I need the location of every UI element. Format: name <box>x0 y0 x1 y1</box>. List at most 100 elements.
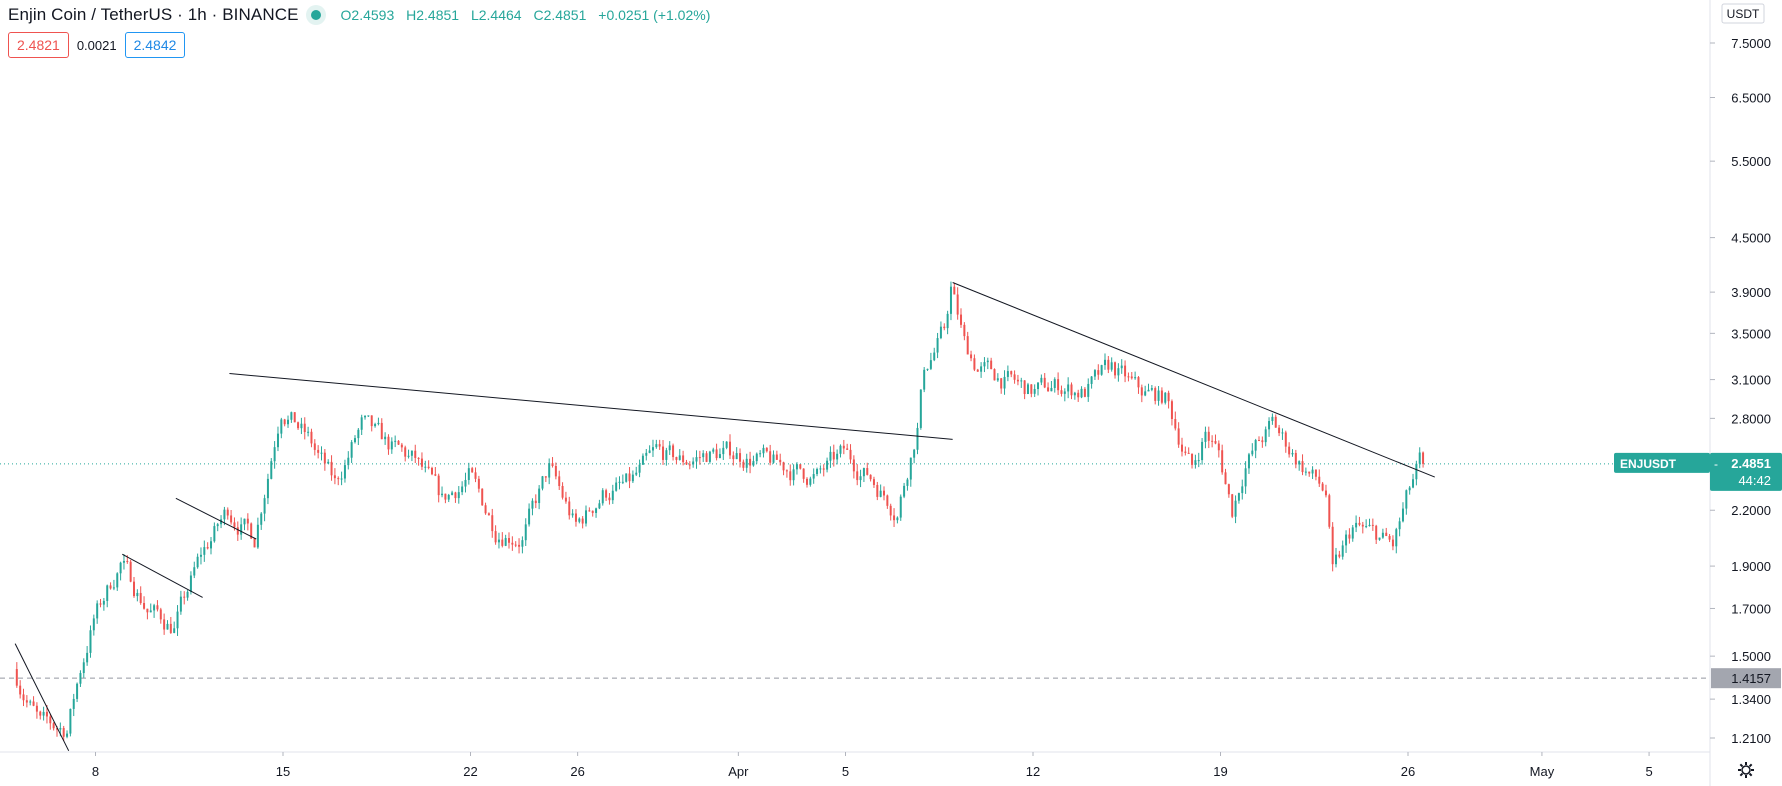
candle-body <box>367 415 370 417</box>
candle-body <box>521 540 524 547</box>
candle-body <box>206 547 209 549</box>
candle-body <box>1385 532 1388 537</box>
candle-body <box>420 458 423 467</box>
candle-body <box>39 711 42 716</box>
y-tick-label: 1.3400 <box>1731 692 1771 707</box>
ohlc-change: +0.0251 (+1.02%) <box>598 7 711 23</box>
candle-body <box>692 461 695 465</box>
sell-button[interactable]: 2.4821 <box>8 32 69 58</box>
candle-body <box>1103 359 1106 366</box>
candle-body <box>541 476 544 489</box>
candles <box>15 281 1425 742</box>
buy-button[interactable]: 2.4842 <box>124 32 186 58</box>
candle-body <box>799 464 802 469</box>
candle-body <box>1298 461 1301 465</box>
candle-body <box>1070 384 1073 396</box>
candle-body <box>467 468 470 480</box>
candle-body <box>1291 452 1294 455</box>
candle-body <box>1134 377 1137 379</box>
candle-body <box>929 360 932 369</box>
candle-body <box>49 716 52 724</box>
candle-body <box>728 441 731 456</box>
candle-body <box>1405 490 1408 509</box>
candle-body <box>397 440 400 445</box>
candle-body <box>143 602 146 609</box>
trendline <box>14 643 70 752</box>
candle-body <box>645 452 648 456</box>
candle-body <box>1274 416 1277 428</box>
candle-body <box>755 453 758 462</box>
candle-body <box>1127 376 1130 378</box>
candle-body <box>1388 536 1391 540</box>
candle-body <box>1311 469 1314 474</box>
trendline <box>952 282 1435 478</box>
candle-body <box>15 669 18 686</box>
candle-body <box>179 596 182 612</box>
candle-body <box>487 513 490 516</box>
candle-body <box>126 560 129 562</box>
ohlc-close: C2.4851 <box>533 7 587 23</box>
candle-body <box>581 518 584 524</box>
candle-body <box>287 419 290 425</box>
candle-body <box>333 475 336 479</box>
candle-body <box>678 455 681 460</box>
candle-body <box>1281 432 1284 434</box>
candle-body <box>122 560 125 563</box>
y-tick-label: 3.1000 <box>1731 373 1771 388</box>
candle-body <box>524 524 527 541</box>
candle-body <box>695 457 698 462</box>
candle-body <box>437 475 440 496</box>
candle-body <box>856 471 859 481</box>
candle-body <box>983 362 986 367</box>
y-tick-label: 6.5000 <box>1731 91 1771 106</box>
candle-body <box>159 609 162 620</box>
candle-body <box>213 526 216 542</box>
candle-body <box>1418 452 1421 464</box>
candle-body <box>1412 479 1415 488</box>
candle-body <box>410 450 413 456</box>
candle-body <box>528 508 531 525</box>
candle-body <box>561 486 564 498</box>
candle-body <box>250 523 253 539</box>
candle-body <box>595 508 598 513</box>
candle-body <box>133 581 136 597</box>
candle-body <box>819 468 822 470</box>
x-tick-label: 22 <box>463 764 477 779</box>
candle-body <box>1328 495 1331 527</box>
candle-body <box>658 444 661 447</box>
candle-body <box>1067 384 1070 392</box>
candle-body <box>685 462 688 465</box>
candle-body <box>377 422 380 425</box>
candle-body <box>762 447 765 454</box>
candle-body <box>203 547 206 555</box>
candle-body <box>1201 441 1204 461</box>
candle-body <box>862 468 865 477</box>
candle-body <box>779 459 782 463</box>
candle-body <box>1351 527 1354 539</box>
candle-body <box>19 685 22 695</box>
candle-body <box>166 623 169 630</box>
candle-body <box>283 419 286 425</box>
candle-body <box>1114 362 1117 376</box>
candle-body <box>317 449 320 453</box>
symbol-title[interactable]: Enjin Coin / TetherUS · 1h · BINANCE <box>8 5 299 24</box>
candle-body <box>45 711 48 717</box>
candle-body <box>588 510 591 512</box>
candle-body <box>1227 484 1230 495</box>
candle-body <box>1033 389 1036 394</box>
candle-body <box>303 423 306 433</box>
candle-body <box>220 519 223 525</box>
candle-body <box>641 455 644 465</box>
candle-body <box>320 452 323 454</box>
candle-body <box>1187 452 1190 454</box>
candle-body <box>96 603 99 619</box>
candle-body <box>1234 500 1237 517</box>
ohlc-high: H2.4851 <box>406 7 460 23</box>
candle-body <box>1221 450 1224 473</box>
candle-body <box>360 417 363 430</box>
candle-body <box>936 338 939 353</box>
gear-icon[interactable] <box>1738 762 1754 778</box>
candle-body <box>1097 370 1100 375</box>
candle-body <box>69 708 72 734</box>
